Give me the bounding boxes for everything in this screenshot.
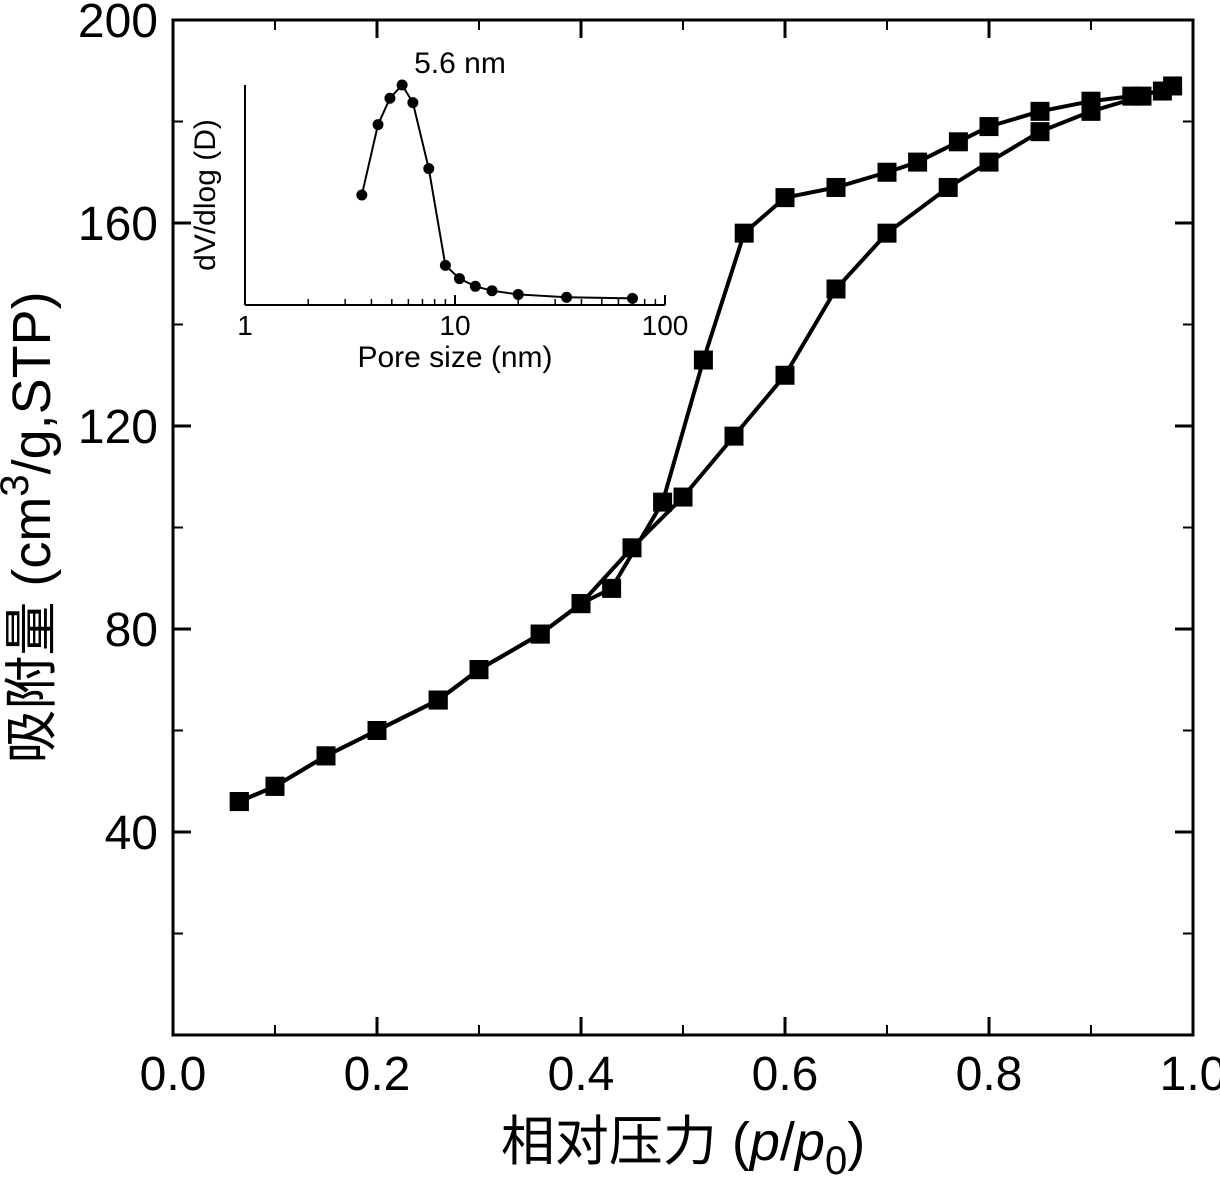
inset-data-marker — [562, 292, 572, 302]
xtick-label: 0.4 — [548, 1048, 615, 1101]
data-marker — [429, 691, 447, 709]
data-marker — [949, 133, 967, 151]
inset-xtick-label: 10 — [439, 310, 470, 341]
data-marker — [980, 118, 998, 136]
data-marker — [909, 153, 927, 171]
inset-xtick-label: 100 — [642, 310, 689, 341]
inset-data-marker — [397, 80, 407, 90]
x-axis-title: 相对压力 (p/p0) — [501, 1112, 865, 1181]
inset-data-marker — [513, 289, 523, 299]
data-marker — [1123, 87, 1141, 105]
inset-peak-annotation: 5.6 nm — [414, 47, 506, 80]
xtick-label: 0.2 — [344, 1048, 411, 1101]
data-marker — [827, 280, 845, 298]
data-marker — [1082, 92, 1100, 110]
data-marker — [674, 488, 692, 506]
data-marker — [776, 189, 794, 207]
chart-container: 0.0 0.2 0.4 0.6 0.8 1.0 40 80 120 160 200 相对压力 (p/p… — [0, 0, 1220, 1181]
ytick-label: 200 — [78, 0, 158, 48]
inset-data-marker — [408, 98, 418, 108]
data-marker — [776, 366, 794, 384]
main-chart-svg: 0.0 0.2 0.4 0.6 0.8 1.0 40 80 120 160 200 相对压力 (p/p… — [0, 0, 1220, 1181]
y-axis-title: 吸附量 (cm3/g,STP) — [0, 291, 62, 763]
ytick-label: 80 — [105, 604, 158, 657]
inset-data-marker — [454, 274, 464, 284]
data-marker — [980, 153, 998, 171]
data-marker — [694, 351, 712, 369]
data-marker — [939, 178, 957, 196]
data-marker — [827, 178, 845, 196]
inset-data-marker — [470, 281, 480, 291]
data-marker — [470, 661, 488, 679]
xtick-label: 0.0 — [140, 1048, 207, 1101]
xtick-label: 1.0 — [1160, 1048, 1220, 1101]
inset-data-marker — [627, 293, 637, 303]
inset-data-marker — [385, 93, 395, 103]
inset-data-marker — [357, 190, 367, 200]
data-marker — [878, 163, 896, 181]
data-line — [239, 91, 1162, 802]
inset-xtick-label: 1 — [237, 310, 253, 341]
data-marker — [317, 747, 335, 765]
inset-y-axis-title: dV/dlog (D) — [189, 119, 222, 271]
ytick-label: 120 — [78, 401, 158, 454]
inset-data-marker — [424, 164, 434, 174]
data-marker — [531, 625, 549, 643]
data-marker — [572, 595, 590, 613]
data-marker — [735, 224, 753, 242]
inset-data-marker — [373, 120, 383, 130]
data-marker — [1153, 82, 1171, 100]
inset-data-marker — [440, 260, 450, 270]
inset-data-line — [362, 85, 633, 298]
ytick-label: 40 — [105, 807, 158, 860]
data-marker — [368, 722, 386, 740]
data-marker — [266, 777, 284, 795]
data-marker — [878, 224, 896, 242]
data-marker — [725, 427, 743, 445]
xtick-label: 0.8 — [956, 1048, 1023, 1101]
data-marker — [1031, 102, 1049, 120]
data-marker — [230, 793, 248, 811]
data-marker — [1031, 123, 1049, 141]
xtick-label: 0.6 — [752, 1048, 819, 1101]
ytick-label: 160 — [78, 198, 158, 251]
inset-plot-area: 1 10 100 Pore size (nm) dV/dlog (D) 5.6 nm — [189, 47, 688, 374]
data-marker — [654, 493, 672, 511]
inset-x-axis-title: Pore size (nm) — [357, 341, 552, 374]
inset-data-marker — [487, 286, 497, 296]
data-line — [239, 86, 1172, 802]
data-marker — [603, 579, 621, 597]
main-plot-area: 0.0 0.2 0.4 0.6 0.8 1.0 40 80 120 160 200 相对压力 (p/p… — [0, 0, 1220, 1181]
